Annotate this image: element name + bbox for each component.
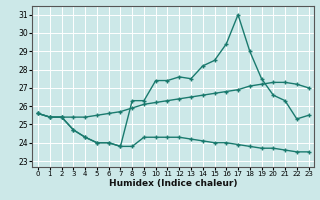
X-axis label: Humidex (Indice chaleur): Humidex (Indice chaleur)	[109, 179, 238, 188]
